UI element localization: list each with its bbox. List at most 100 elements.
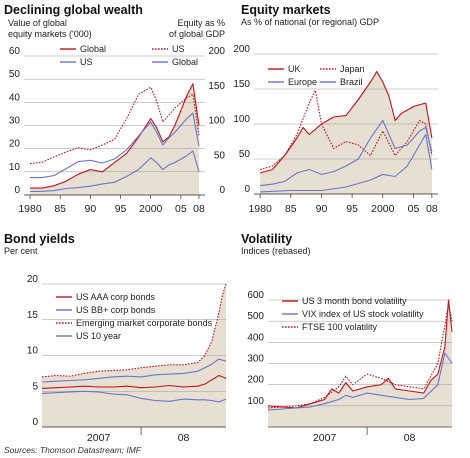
series-line-us — [29, 86, 200, 165]
legend-label: US 10 year — [76, 331, 121, 341]
y-tick-label-right: 100 — [208, 116, 225, 127]
legend-label: Global — [80, 44, 106, 54]
y-axis-label-right: Equity as % of global GDP — [169, 18, 225, 39]
y-tick-label: 10 — [9, 162, 21, 173]
x-tick-label: 1980 — [18, 203, 42, 215]
x-tick-label: 05 — [175, 203, 187, 215]
chart-title: Volatility — [241, 232, 292, 246]
y-tick-label: 100 — [233, 114, 250, 125]
legend: UK Japan Europe Brazil — [268, 64, 365, 87]
area-fill-uk — [260, 71, 432, 194]
chart-title: Declining global wealth — [4, 3, 143, 17]
series-line-vix-index-of-us-stock-volatility — [267, 352, 453, 411]
y-tick-label: 30 — [9, 116, 21, 127]
y-axis-label-left: Value of global equity markets ('000) — [8, 18, 92, 39]
label-line: of global GDP — [169, 29, 225, 39]
label-line: equity markets ('000) — [8, 29, 92, 39]
series-line-japan — [259, 89, 433, 171]
legend: Global US US Global — [60, 44, 198, 67]
label-line: Value of global — [8, 18, 67, 28]
y-tick-label: 60 — [9, 46, 21, 57]
y-tick-label: 0 — [14, 185, 20, 196]
y-tick-label: 200 — [233, 44, 250, 55]
source-note: Sources: Thomson Datastream; IMF — [4, 445, 141, 455]
legend: US AAA corp bonds US BB+ corp bonds Emergi… — [56, 292, 213, 341]
y-tick-label: 10 — [27, 346, 39, 357]
y-tick-label: 100 — [247, 396, 264, 407]
series-line-brazil — [260, 133, 433, 193]
legend-label: Emerging market corporate bonds — [76, 318, 213, 328]
y-tick-label: 20 — [27, 274, 39, 285]
area-fill-us-3-month-bond-volatility — [268, 300, 452, 427]
legend-label: FTSE 100 volatility — [302, 322, 378, 332]
y-tick-label-right: 0 — [219, 185, 225, 196]
y-tick-label-right: 150 — [208, 81, 225, 92]
series-line-us-bb-corp-bonds — [41, 358, 227, 383]
y-tick-label: 5 — [32, 381, 38, 392]
series-line-europe — [260, 119, 433, 187]
y-tick-label: 50 — [9, 69, 21, 80]
legend: US 3 month bond volatility VIX index of U… — [282, 296, 424, 332]
legend-label: US 3 month bond volatility — [302, 296, 407, 306]
label-line: Equity as % — [177, 18, 225, 28]
series-line-global — [30, 112, 200, 179]
y-tick-label-right: 50 — [214, 150, 226, 161]
legend-label: US AAA corp bonds — [76, 292, 156, 302]
legend-label: VIX index of US stock volatility — [302, 309, 424, 319]
y-tick-label: 500 — [247, 311, 264, 322]
y-tick-label: 300 — [247, 354, 264, 365]
x-tick-label: 08 — [193, 203, 205, 215]
chart-subtitle: As % of national (or regional) GDP — [241, 17, 379, 27]
x-tick-label: 2007 — [313, 432, 337, 444]
chart-subtitle: Per cent — [4, 246, 38, 256]
legend-label: US — [80, 57, 93, 67]
x-tick-label: 95 — [346, 203, 358, 215]
series-line-us-10-year — [41, 390, 227, 403]
legend-label: US BB+ corp bonds — [76, 305, 156, 315]
legend-label: Europe — [288, 77, 317, 87]
y-tick-label: 150 — [233, 79, 250, 90]
y-tick-label: 50 — [239, 149, 251, 160]
x-tick-label: 2007 — [87, 432, 111, 444]
series-line-us — [29, 150, 200, 193]
legend-label: Japan — [340, 64, 365, 74]
y-tick-label: 40 — [9, 92, 21, 103]
x-tick-label: 95 — [115, 203, 127, 215]
legend-label: US — [172, 44, 185, 54]
y-tick-label: 0 — [244, 184, 250, 195]
y-tick-label: 600 — [247, 290, 264, 301]
chart-title: Equity markets — [241, 3, 331, 17]
legend-label: Global — [172, 57, 198, 67]
legend-label: UK — [288, 64, 301, 74]
y-tick-label: 400 — [247, 332, 264, 343]
x-tick-label: 2000 — [139, 203, 163, 215]
series-line-us-aaa-corp-bonds — [41, 374, 227, 389]
x-tick-label: 1980 — [248, 203, 272, 215]
x-tick-label: 85 — [54, 203, 66, 215]
x-tick-label: 05 — [408, 203, 420, 215]
area-fill-global — [30, 83, 199, 195]
series-line-global — [30, 83, 200, 189]
series-line-emerging-market-corporate-bonds — [41, 283, 227, 378]
y-tick-label-right: 200 — [208, 46, 225, 57]
x-tick-label: 85 — [285, 203, 297, 215]
x-tick-label: 90 — [316, 203, 328, 215]
legend-label: Brazil — [340, 77, 363, 87]
x-tick-label: 08 — [404, 432, 416, 444]
y-tick-label: 200 — [247, 375, 264, 386]
chart-title: Bond yields — [4, 232, 75, 246]
series-line-ftse-100-volatility — [267, 303, 453, 409]
x-tick-label: 2000 — [371, 203, 395, 215]
x-tick-label: 08 — [426, 203, 438, 215]
chart-subtitle: Indices (rebased) — [241, 246, 311, 256]
x-tick-label: 90 — [85, 203, 97, 215]
series-line-uk — [259, 70, 433, 174]
y-tick-label: 0 — [32, 417, 38, 428]
x-tick-label: 08 — [178, 432, 190, 444]
y-tick-label: 20 — [9, 139, 21, 150]
